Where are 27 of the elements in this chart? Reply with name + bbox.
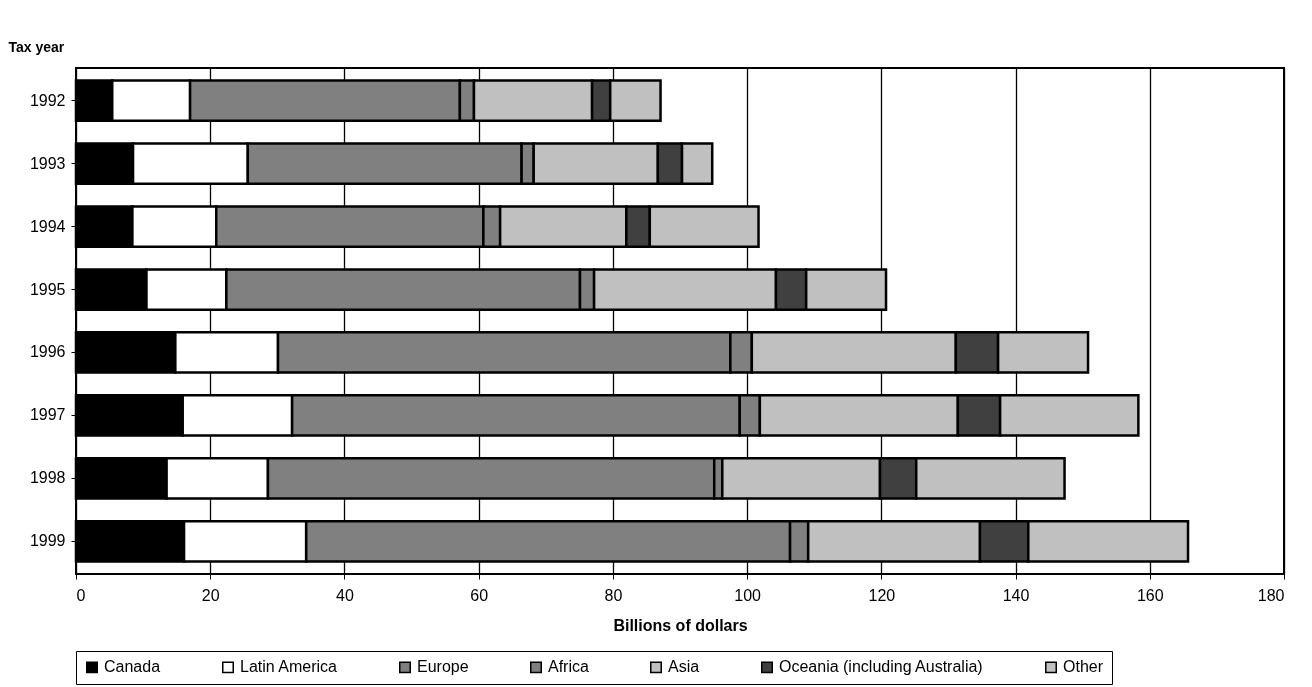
- y-tick-label: 1994: [29, 217, 66, 235]
- legend-label: Africa: [548, 658, 589, 676]
- x-tick-label: 160: [1136, 586, 1164, 604]
- legend-label: Canada: [104, 658, 161, 676]
- y-tick-label: 1997: [29, 406, 66, 424]
- legend-label: Other: [1063, 658, 1104, 676]
- x-tick-label: 20: [201, 586, 220, 604]
- legend-label: Asia: [668, 658, 700, 676]
- legend-label: Europe: [417, 658, 469, 676]
- x-axis-title: Billions of dollars: [613, 616, 748, 634]
- x-tick-label: 100: [734, 586, 762, 604]
- y-tick-label: 1999: [29, 532, 66, 550]
- y-tick-label: 1998: [29, 469, 66, 487]
- y-axis-title: Tax year: [8, 38, 65, 55]
- x-tick-label: 120: [868, 586, 896, 604]
- y-tick-label: 1996: [29, 343, 66, 361]
- x-tick-label: 80: [604, 586, 623, 604]
- y-tick-label: 1992: [29, 91, 66, 109]
- x-tick-label: 60: [470, 586, 489, 604]
- x-tick-label: 40: [336, 586, 354, 604]
- x-tick-label: 0: [76, 586, 86, 604]
- x-tick-label: 180: [1257, 586, 1285, 604]
- legend-label: Oceania (including Australia): [779, 658, 983, 676]
- x-tick-label: 140: [1002, 586, 1030, 604]
- legend-label: Latin America: [240, 658, 338, 676]
- y-tick-label: 1993: [29, 154, 66, 172]
- y-tick-label: 1995: [29, 280, 66, 298]
